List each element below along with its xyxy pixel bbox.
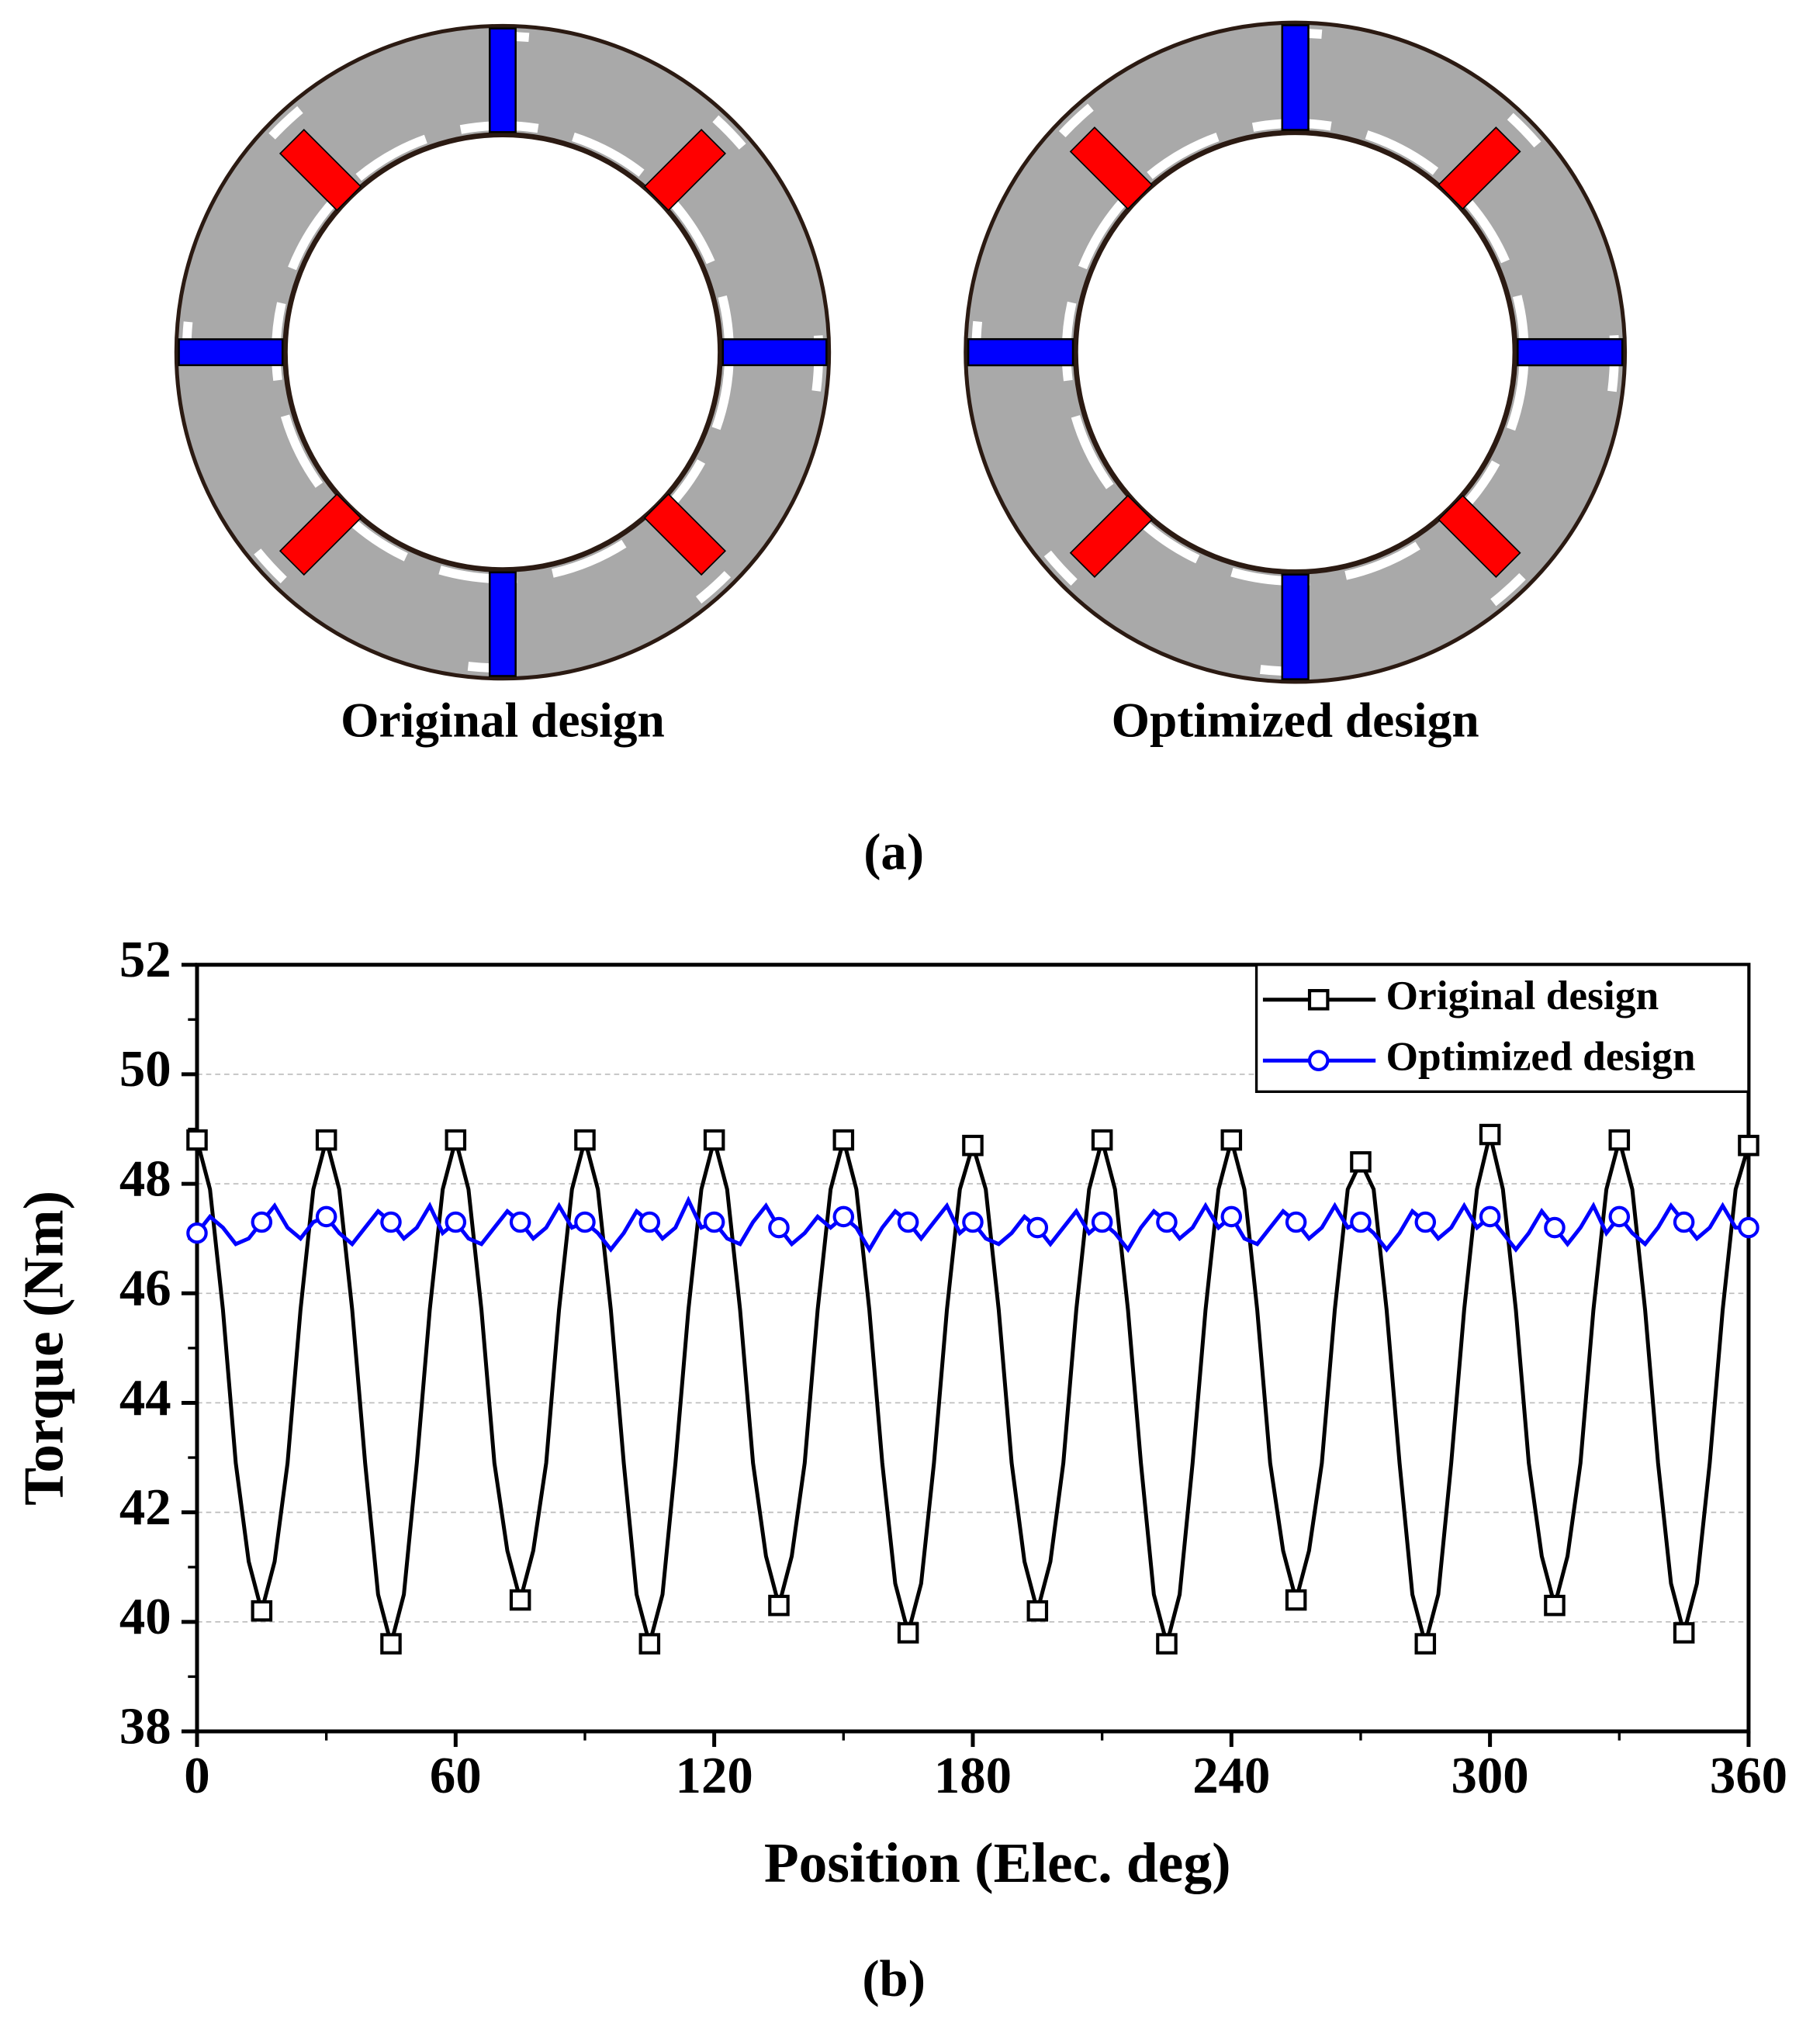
legend-label: Original design: [1386, 972, 1659, 1018]
marker: [509, 1211, 531, 1233]
marker: [509, 1589, 531, 1611]
marker: [1414, 1633, 1437, 1655]
marker: [186, 1222, 208, 1244]
marker: [445, 1129, 467, 1151]
marker: [703, 1129, 725, 1151]
y-tick-label: 38: [119, 1698, 171, 1755]
marker: [251, 1211, 273, 1233]
marker: [638, 1211, 661, 1233]
optimized-motor: [966, 22, 1625, 682]
y-tick-label: 52: [119, 932, 171, 988]
marker: [1156, 1633, 1178, 1655]
marker: [638, 1633, 661, 1655]
y-axis-label: Torque (Nm): [12, 1191, 75, 1506]
marker: [1026, 1216, 1049, 1239]
marker: [1285, 1589, 1307, 1611]
x-tick-label: 60: [430, 1748, 482, 1804]
diagram-label: Optimized design: [1112, 692, 1479, 747]
marker: [1738, 1216, 1759, 1239]
legend-box: [1254, 963, 1750, 1093]
x-tick-label: 240: [1192, 1748, 1270, 1804]
marker: [1220, 1129, 1243, 1151]
marker: [768, 1216, 790, 1239]
marker: [1544, 1216, 1566, 1239]
marker: [1350, 1151, 1372, 1173]
marker: [1479, 1123, 1501, 1146]
y-tick-label: 50: [119, 1041, 171, 1098]
marker: [380, 1211, 402, 1233]
marker: [1091, 1211, 1113, 1233]
marker: [1608, 1205, 1631, 1228]
x-tick-label: 0: [184, 1748, 209, 1804]
marker: [897, 1622, 919, 1644]
diagram-label: Original design: [341, 692, 665, 747]
caption: (a): [863, 824, 924, 880]
marker: [1738, 1134, 1759, 1157]
x-tick-label: 360: [1710, 1748, 1787, 1804]
marker: [1479, 1205, 1501, 1228]
x-tick-label: 180: [934, 1748, 1012, 1804]
marker: [380, 1633, 402, 1655]
x-tick-label: 120: [676, 1748, 753, 1804]
marker: [1091, 1129, 1113, 1151]
plot-frame: [195, 963, 1751, 1734]
marker: [1673, 1622, 1695, 1644]
y-tick-label: 40: [119, 1589, 171, 1645]
marker: [445, 1211, 467, 1233]
marker: [1285, 1211, 1307, 1233]
legend-label: Optimized design: [1386, 1033, 1696, 1080]
marker: [832, 1205, 855, 1228]
marker: [1673, 1211, 1695, 1233]
marker: [1544, 1594, 1566, 1617]
x-axis-label: Position (Elec. deg): [764, 1831, 1231, 1894]
marker: [1220, 1205, 1243, 1228]
series-line: [195, 1132, 1751, 1651]
marker: [1414, 1211, 1437, 1233]
marker: [768, 1594, 790, 1617]
marker: [574, 1211, 596, 1233]
marker: [962, 1134, 984, 1157]
y-tick-label: 48: [119, 1150, 171, 1207]
marker: [186, 1129, 208, 1151]
marker: [315, 1129, 337, 1151]
marker: [1307, 989, 1330, 1011]
marker: [1350, 1211, 1372, 1233]
marker: [315, 1205, 337, 1228]
marker: [832, 1129, 855, 1151]
marker: [574, 1129, 596, 1151]
marker: [962, 1211, 984, 1233]
marker: [897, 1211, 919, 1233]
marker: [1156, 1211, 1178, 1233]
x-tick-label: 300: [1452, 1748, 1529, 1804]
y-tick-label: 46: [119, 1261, 171, 1317]
y-tick-label: 42: [119, 1479, 171, 1536]
original-motor: [176, 26, 829, 678]
y-tick-label: 44: [119, 1370, 171, 1427]
marker: [1608, 1129, 1631, 1151]
caption: (b): [862, 1951, 926, 2008]
marker: [703, 1211, 725, 1233]
marker: [1307, 1050, 1330, 1072]
marker: [251, 1600, 273, 1622]
marker: [1026, 1600, 1049, 1622]
